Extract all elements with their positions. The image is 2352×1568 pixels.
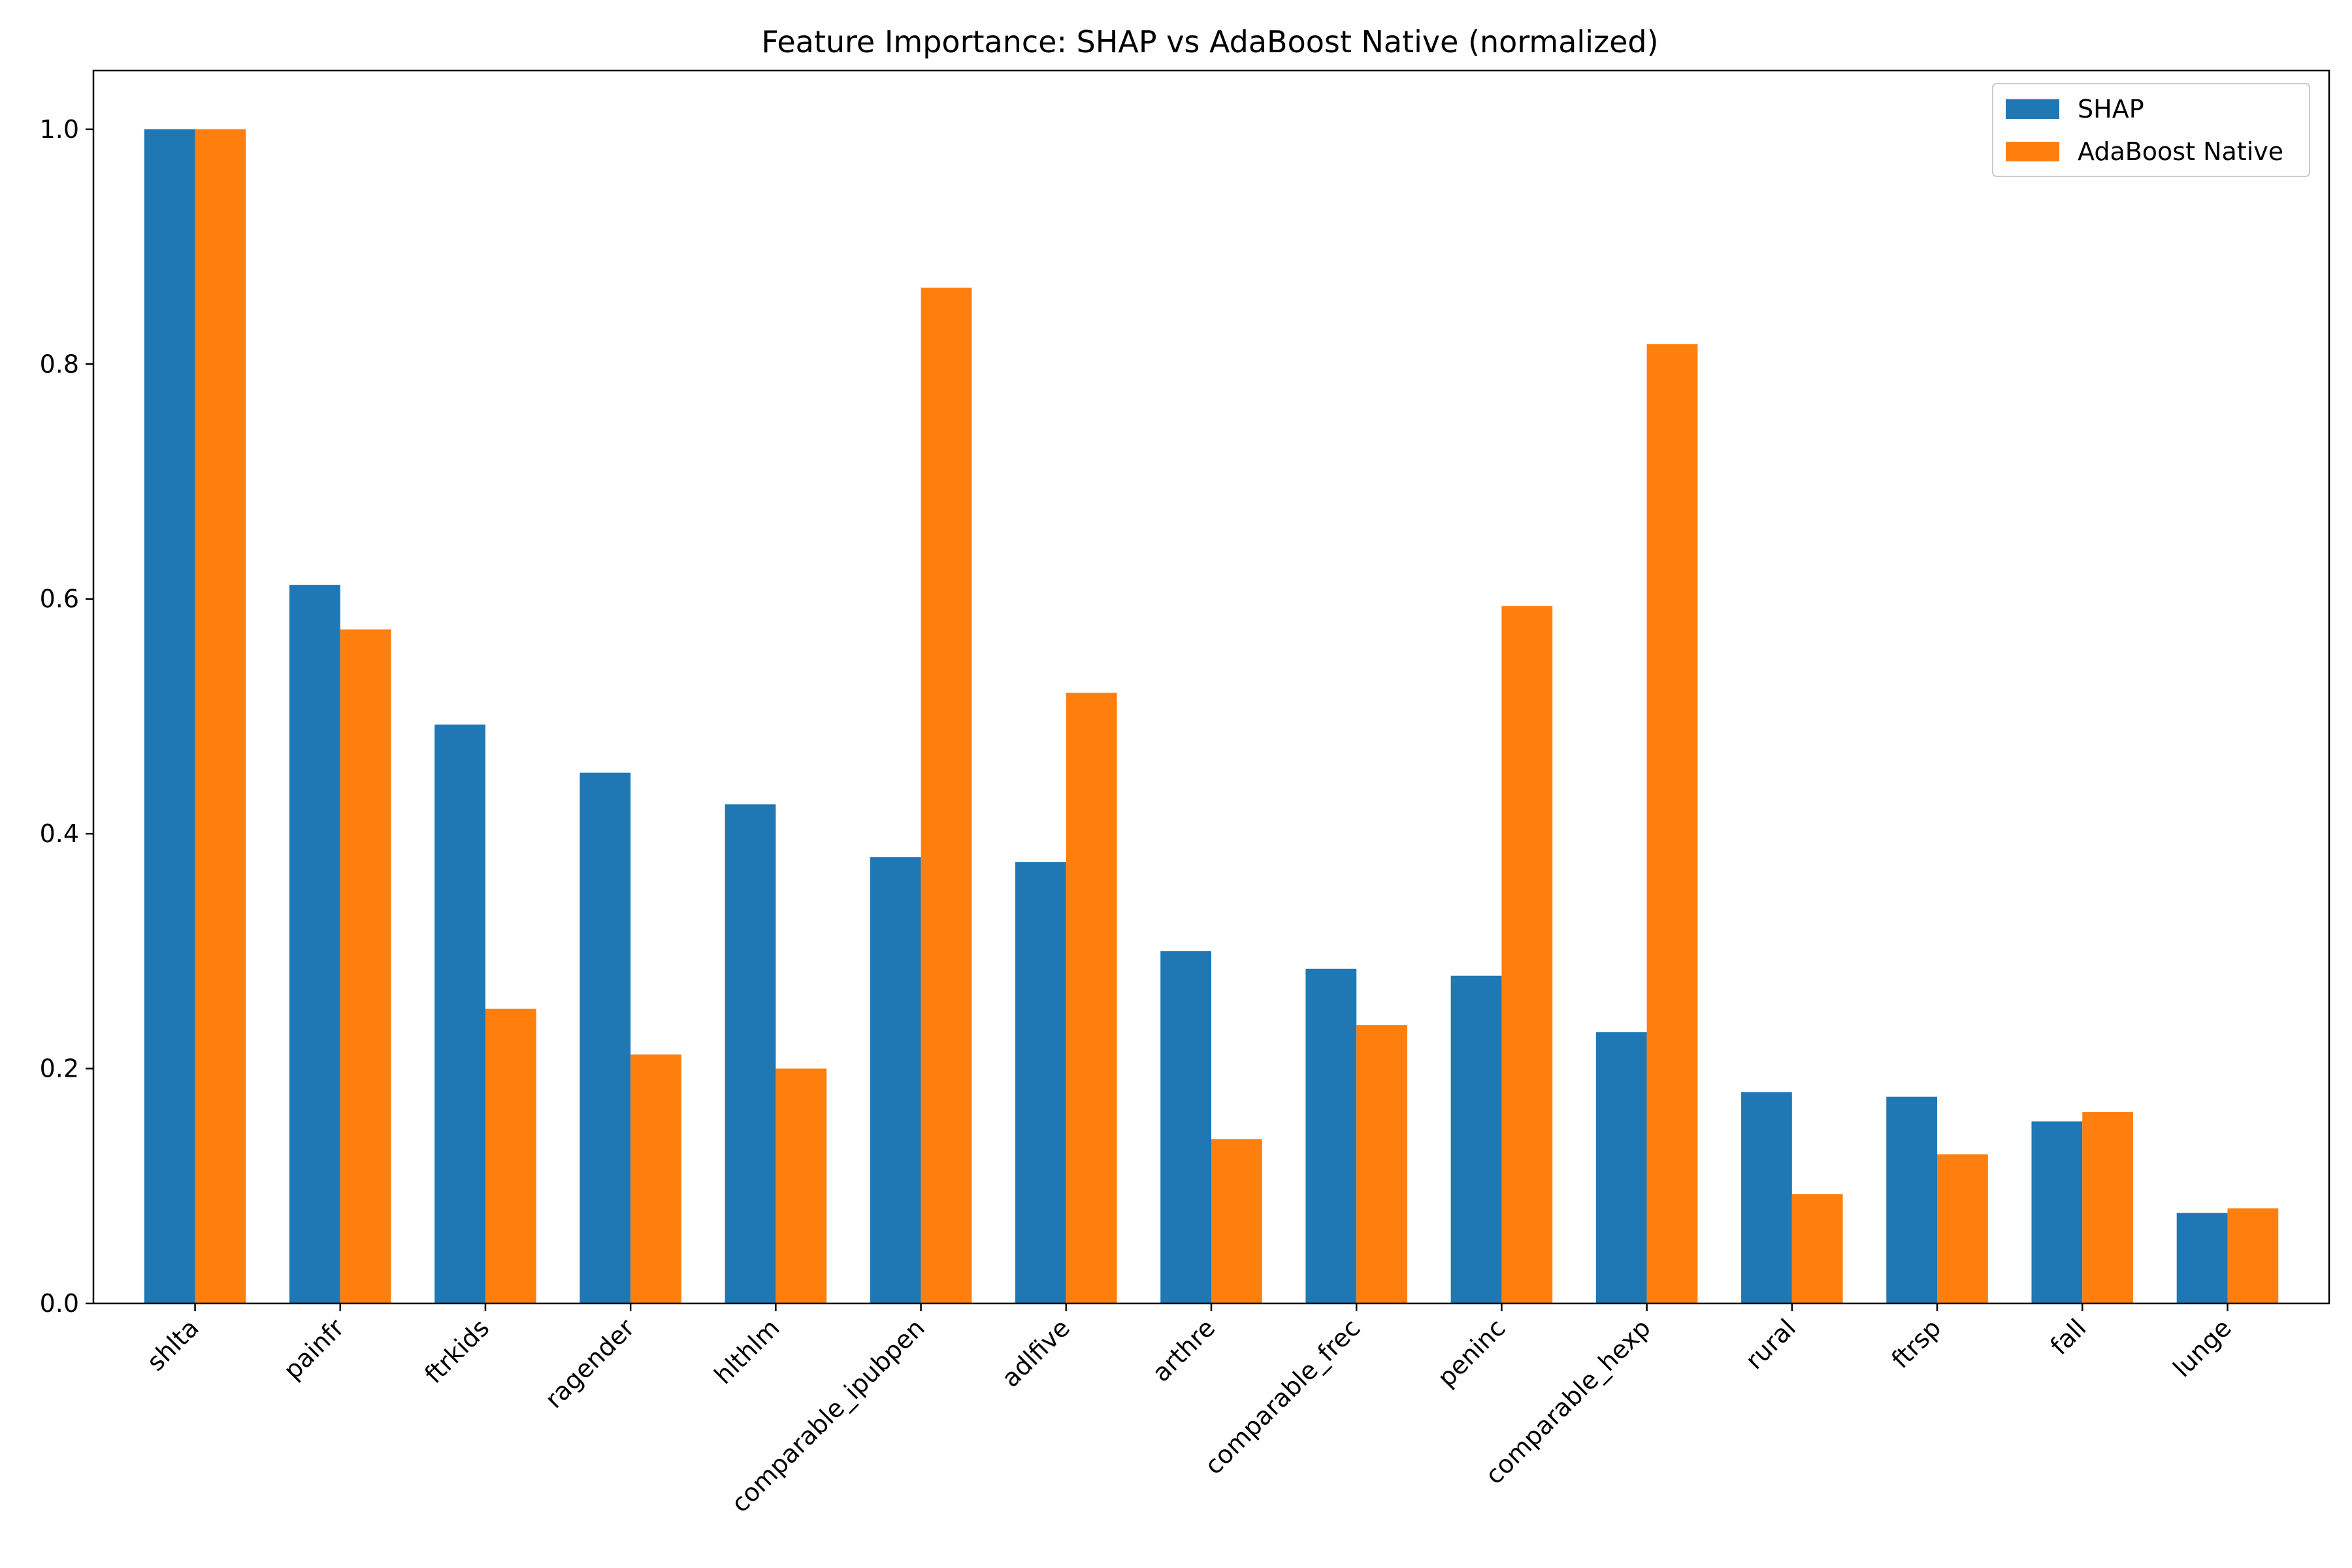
bar-shap-fall <box>2031 1121 2083 1303</box>
x-tick-label: adlfive <box>996 1313 1075 1392</box>
bar-adaboost-adlfive <box>1066 693 1117 1303</box>
bar-shap-arthre <box>1160 951 1211 1303</box>
x-tick-label: ragender <box>540 1313 640 1414</box>
bar-adaboost-ftrkids <box>485 1008 536 1303</box>
bar-shap-adlfive <box>1015 862 1066 1303</box>
bar-shap-ftrkids <box>434 725 485 1303</box>
bar-shap-comparable_ipubpen <box>870 857 921 1303</box>
x-tick-label: lunge <box>2168 1313 2237 1382</box>
bar-shap-comparable_hexp <box>1595 1032 1647 1303</box>
x-tick-label: ftrkids <box>419 1313 495 1389</box>
x-tick-label: fall <box>2045 1313 2092 1360</box>
bar-shap-ftrsp <box>1886 1096 1938 1303</box>
bar-shap-hlthlm <box>725 804 776 1303</box>
bar-shap-ragender <box>580 772 631 1303</box>
x-tick-label: shlta <box>141 1313 204 1377</box>
bar-adaboost-fall <box>2082 1112 2134 1303</box>
bar-shap-painfr <box>289 585 340 1303</box>
x-tick-label: rural <box>1740 1313 1801 1375</box>
bars-layer <box>144 129 2279 1304</box>
bar-adaboost-ftrsp <box>1937 1154 1988 1303</box>
bar-adaboost-peninc <box>1501 606 1553 1304</box>
legend-swatch <box>2006 142 2059 161</box>
bar-shap-shlta <box>144 129 195 1303</box>
bar-adaboost-shlta <box>195 129 246 1303</box>
chart-title: Feature Importance: SHAP vs AdaBoost Nat… <box>761 24 1658 59</box>
x-tick-label: peninc <box>1432 1313 1511 1392</box>
bar-adaboost-ragender <box>630 1054 681 1303</box>
y-tick-label: 0.0 <box>40 1289 79 1318</box>
legend-swatch <box>2006 99 2059 119</box>
x-tick-label: hlthlm <box>709 1313 785 1390</box>
legend-label: AdaBoost Native <box>2078 137 2283 166</box>
bar-adaboost-hlthlm <box>776 1068 827 1303</box>
x-tick-label: ftrsp <box>1886 1313 1947 1374</box>
bar-shap-peninc <box>1450 975 1502 1303</box>
x-tick-label: comparable_hexp <box>1480 1313 1656 1490</box>
y-tick-label: 0.2 <box>40 1054 79 1083</box>
y-tick-label: 0.6 <box>40 585 79 613</box>
legend: SHAP AdaBoost Native <box>1992 83 2310 177</box>
y-tick-label: 0.8 <box>40 350 79 378</box>
bar-adaboost-comparable_hexp <box>1646 344 1698 1303</box>
bar-shap-rural <box>1741 1092 1792 1303</box>
x-tick-label: painfr <box>278 1313 350 1385</box>
legend-label: SHAP <box>2078 95 2144 123</box>
bar-adaboost-comparable_frec <box>1356 1025 1407 1303</box>
bar-adaboost-rural <box>1791 1194 1843 1303</box>
y-tick-label: 0.4 <box>40 819 79 848</box>
x-tick-label: arthre <box>1147 1313 1220 1387</box>
bar-adaboost-arthre <box>1211 1139 1262 1303</box>
bar-adaboost-lunge <box>2227 1208 2279 1303</box>
bar-shap-comparable_frec <box>1305 968 1357 1303</box>
bar-shap-lunge <box>2176 1213 2228 1303</box>
bar-adaboost-painfr <box>340 629 391 1304</box>
legend-box <box>1992 83 2310 177</box>
bar-adaboost-comparable_ipubpen <box>921 287 972 1303</box>
y-tick-label: 1.0 <box>40 115 79 144</box>
x-tick-label: comparable_frec <box>1199 1313 1365 1480</box>
